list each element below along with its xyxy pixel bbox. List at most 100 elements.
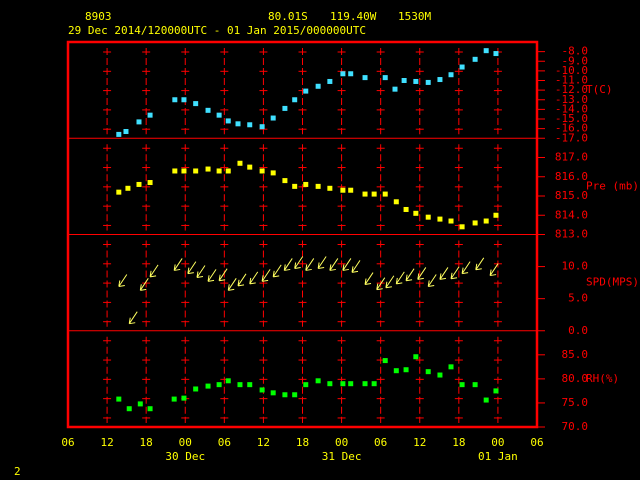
data-point [348,381,354,387]
data-point [392,86,398,92]
wind-arrow [342,258,352,271]
x-tick-label: 18 [140,436,153,449]
data-point [259,168,265,174]
data-point [237,382,243,388]
y-tick-label: 817.0 [555,151,588,164]
data-point [315,83,321,89]
data-point [247,164,253,170]
data-point [303,181,309,187]
wind-arrow [283,258,293,271]
wind-arrow [489,263,499,277]
y-tick-label: -12.0 [555,83,588,96]
wind-arrow [128,311,138,325]
data-point [315,378,321,384]
date-label: 01 Jan [478,450,518,463]
x-tick-label: 00 [335,436,348,449]
data-point [205,166,211,172]
data-point [483,397,489,403]
data-point [147,112,153,118]
data-point [259,387,265,393]
y-tick-label: -17.0 [555,131,588,144]
wind-arrow [395,271,405,285]
data-point [425,79,431,85]
wind-arrow [364,272,374,286]
y-tick-label: 70.0 [562,420,589,433]
wind-arrow [272,264,282,278]
y-tick-label: -13.0 [555,93,588,106]
wind-arrow [376,277,386,291]
data-point [205,107,211,113]
data-point [493,388,499,394]
frame [66,40,539,429]
data-point [448,72,454,78]
data-point [371,191,377,197]
x-tick-label: 06 [530,436,543,449]
elevation: 1530M [398,10,431,23]
data-point [362,75,368,81]
wind-arrow [305,258,315,271]
wind-arrow [207,269,217,282]
data-point [282,178,288,184]
data-point [147,180,153,186]
x-tick-label: 06 [218,436,231,449]
data-point [136,181,142,187]
data-point [459,224,465,230]
wind-arrow [237,273,247,287]
data-point [292,183,298,189]
data-point [382,358,388,364]
data-point [472,56,478,62]
data-point [216,168,222,174]
wind-arrow [461,261,471,275]
data-point [171,396,177,402]
data-point [136,119,142,125]
wind-arrow [450,266,460,280]
data-point [270,390,276,396]
data-point [116,189,122,195]
y-axis-label: T(C) [586,83,613,96]
data-point [137,401,143,407]
x-tick-label: 18 [452,436,465,449]
data-point [247,122,253,128]
y-tick-label: 815.0 [555,189,588,202]
y-tick-label: -11.0 [555,74,588,87]
latitude: 80.01S [268,10,308,23]
data-point [403,206,409,212]
data-point [303,88,309,94]
y-tick-label: -9.0 [562,54,589,67]
data-point [348,71,354,77]
date-label: 30 Dec [165,450,205,463]
data-point [393,368,399,374]
data-point [292,392,298,398]
data-point [216,112,222,118]
wind-arrow [405,268,415,282]
data-point [181,395,187,401]
data-point [282,392,288,398]
longitude: 119.40W [330,10,377,23]
y-axis-label: RH(%) [586,372,619,385]
data-point [425,214,431,220]
wind-arrow [196,265,206,278]
page-number: 2 [14,465,21,478]
period: 29 Dec 2014/120000UTC - 01 Jan 2015/0000… [68,24,366,37]
x-tick-label: 12 [100,436,113,449]
y-tick-label: 10.0 [562,260,589,273]
y-tick-label: 814.0 [555,208,588,221]
data-point [459,64,465,70]
wind-arrow [249,271,259,285]
data-point [437,372,443,378]
data-point [181,168,187,174]
data-point [340,187,346,193]
data-point [403,367,409,373]
data-point [413,210,419,216]
y-tick-label: 813.0 [555,228,588,241]
data-point [483,218,489,224]
y-axis-label: Pre (mb) [586,179,639,192]
data-point [147,406,153,412]
y-tick-label: 816.0 [555,170,588,183]
data-point [483,48,489,54]
data-point [371,381,377,387]
data-point [401,78,407,83]
data-point [327,185,333,191]
wind-arrow [294,256,304,270]
wind-arrow [149,264,159,278]
